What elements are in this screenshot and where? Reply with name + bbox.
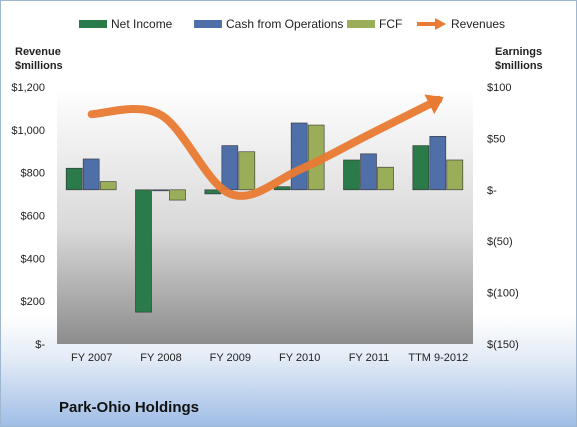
plot-area	[57, 87, 473, 344]
bar-fcf	[169, 189, 186, 201]
legend-item-cash-from-operations: Cash from Operations	[194, 17, 343, 31]
bar-net-income	[273, 186, 291, 191]
bar-cash-from-operations	[221, 145, 239, 191]
right-axis-title-line1: Earnings	[495, 46, 543, 58]
category-label: FY 2008	[140, 352, 181, 364]
bar-cash-from-operations	[429, 136, 447, 191]
left-axis-title-line1: Revenue	[15, 46, 61, 58]
right-axis-title: Earnings $millions	[495, 45, 543, 73]
bar-net-income	[343, 159, 360, 191]
bar-fcf	[446, 159, 464, 191]
right-tick-label: $(150)	[487, 339, 519, 351]
left-tick-label: $400	[21, 253, 45, 265]
revenues-line	[87, 95, 443, 200]
legend-arrow-icon	[417, 18, 446, 30]
left-axis-title: Revenue $millions	[15, 45, 63, 73]
bar-cash-from-operations	[82, 158, 100, 191]
left-tick-label: $1,000	[11, 125, 45, 137]
category-label: FY 2010	[279, 352, 320, 364]
bar-cash-from-operations	[360, 153, 377, 191]
legend-label-revenues: Revenues	[451, 17, 506, 31]
left-tick-label: $1,200	[11, 82, 45, 94]
bar-cash-from-operations	[290, 122, 308, 191]
right-tick-label: $(50)	[487, 236, 513, 248]
bar-net-income	[135, 189, 152, 313]
company-name: Park-Ohio Holdings	[59, 399, 200, 416]
legend: Net Income Cash from Operations FCF Reve…	[79, 17, 539, 33]
right-tick-label: $50	[487, 133, 505, 145]
left-tick-label: $200	[21, 296, 45, 308]
legend-swatch-cash-from-operations	[194, 20, 222, 28]
left-axis-title-line2: $millions	[15, 60, 63, 72]
bar-fcf	[99, 181, 117, 191]
right-tick-label: $-	[487, 185, 497, 197]
left-tick-label: $600	[21, 211, 45, 223]
legend-label-fcf: FCF	[379, 17, 403, 31]
legend-item-net-income: Net Income	[79, 17, 172, 31]
right-tick-label: $(100)	[487, 288, 519, 300]
chart-canvas: $1,200 $1,000 $800 $600 $400 $200 $- $100 $50 $- $…	[11, 82, 519, 364]
legend-item-fcf: FCF	[347, 17, 402, 31]
category-label: FY 2007	[71, 352, 112, 364]
right-tick-label: $100	[487, 82, 511, 94]
legend-swatch-fcf	[347, 20, 375, 28]
legend-label-cash-from-operations: Cash from Operations	[226, 17, 344, 31]
legend-item-revenues: Revenues	[415, 17, 505, 31]
revenues-arrowhead	[424, 94, 444, 115]
bar-cash-from-operations	[152, 189, 169, 192]
category-label: FY 2009	[210, 352, 251, 364]
bar-fcf	[238, 151, 256, 191]
right-axis-title-line2: $millions	[495, 60, 543, 72]
legend-label-net-income: Net Income	[111, 17, 173, 31]
category-label: FY 2011	[349, 352, 390, 364]
legend-swatch-net-income	[79, 20, 107, 28]
category-label: TTM 9-2012	[408, 352, 468, 364]
bar-net-income	[412, 145, 430, 191]
bar-net-income	[65, 167, 83, 191]
bar-fcf	[377, 166, 394, 191]
left-tick-label: $-	[35, 339, 45, 351]
left-tick-label: $800	[21, 168, 45, 180]
